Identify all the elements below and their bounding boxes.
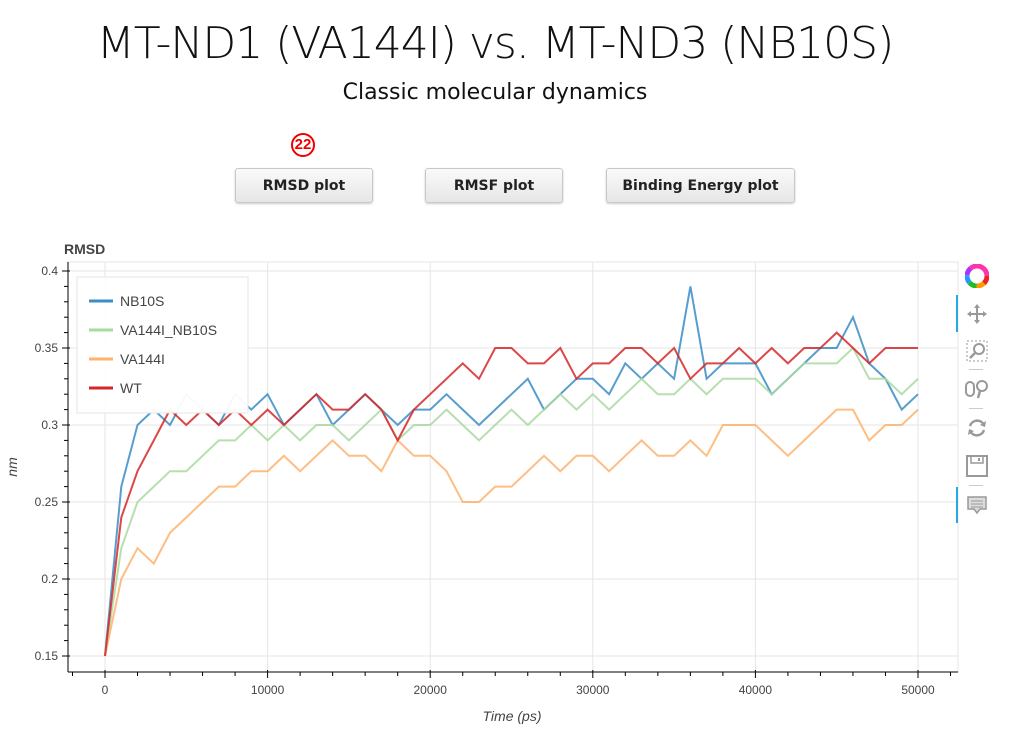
x-tick-label: 0 [102,683,109,697]
legend-item: WT [120,380,142,396]
y-tick-label: 0.35 [35,341,59,355]
series-line-wt [104,331,918,657]
legend-item: NB10S [120,293,164,309]
rmsd-plot-button[interactable]: RMSD plot [235,168,373,203]
y-tick-label: 0.25 [35,495,59,509]
legend: NB10S VA144I_NB10S VA144I WT [76,276,249,414]
x-tick-label: 30000 [576,683,610,697]
y-tick-label: 0.4 [41,264,58,278]
y-tick-label: 0.2 [41,572,58,586]
active-indicator [956,295,958,332]
pan-icon[interactable] [963,300,991,328]
x-axis-label: Time (ps) [483,708,542,724]
y-tick-label: 0.15 [35,649,59,663]
box-zoom-icon[interactable] [963,337,991,365]
page-title: MT-ND1 (VA144I) vs. MT-ND3 (NB10S) [96,18,894,69]
x-tick-label: 10000 [251,683,285,697]
binding-energy-plot-button[interactable]: Binding Energy plot [606,168,795,203]
legend-item: VA144I [120,351,165,367]
series-line-va144i [104,408,919,657]
wheel-zoom-icon[interactable] [963,375,991,403]
page-subtitle: Classic molecular dynamics [342,80,648,105]
rmsf-plot-button[interactable]: RMSF plot [425,168,563,203]
rmsd-chart[interactable]: RMSD 0 10000 20000 30000 40000 50000 0.15 0.2 0.… [0,230,960,746]
y-tick-label: 0.3 [41,418,58,432]
bokeh-logo-icon[interactable] [963,262,991,290]
hover-icon[interactable] [963,491,991,519]
x-tick-label: 40000 [739,683,773,697]
series-line-va144i_nb10s [104,346,919,657]
chart-title: RMSD [64,241,105,257]
active-indicator [956,487,958,523]
x-tick-label: 50000 [901,683,935,697]
x-tick-label: 20000 [414,683,448,697]
legend-item: VA144I_NB10S [120,322,217,338]
notification-badge: 22 [291,133,315,157]
reset-icon[interactable] [963,414,991,442]
y-axis-label: nm [4,457,20,477]
save-icon[interactable] [963,452,991,480]
